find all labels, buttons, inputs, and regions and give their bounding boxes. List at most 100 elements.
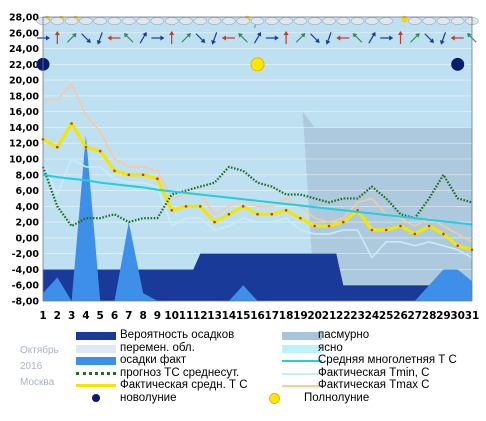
cloud-icon xyxy=(322,17,336,25)
wind-arrow-icon xyxy=(195,33,206,43)
weather-cloud-icon xyxy=(322,17,336,25)
y-tick-label: 20,00 xyxy=(9,76,39,87)
wind-arrow-icon xyxy=(410,33,420,43)
x-tick-label: 19 xyxy=(293,310,308,322)
wind-arrow-head xyxy=(467,33,472,38)
wind-arrow-head xyxy=(186,33,191,38)
wind-arrow-icon xyxy=(424,33,435,43)
wind-arrow-icon xyxy=(54,31,60,44)
y-tick-label: 24,00 xyxy=(9,44,39,55)
cloud-icon xyxy=(93,17,107,25)
weather-cloud-icon xyxy=(279,17,293,25)
weather-cloud-icon xyxy=(379,17,393,25)
x-tick-label: 7 xyxy=(125,310,132,322)
cloud-icon xyxy=(336,17,351,25)
wind-arrow-icon xyxy=(450,35,464,41)
wind-arrow-icon xyxy=(221,35,235,41)
weather-cloud-icon xyxy=(408,17,422,25)
x-tick-label: 15 xyxy=(236,310,251,322)
weather-cloud-icon xyxy=(179,17,193,25)
series-point xyxy=(270,212,274,216)
wind-arrow-head xyxy=(429,38,435,43)
cloud-icon xyxy=(265,17,279,25)
wind-arrow-head xyxy=(274,35,279,41)
series-point xyxy=(84,145,88,149)
weather-cloud-icon xyxy=(265,17,279,25)
cloud-icon xyxy=(365,17,379,25)
legend-label-new_moon: новолуние xyxy=(120,391,177,404)
x-tick-label: 20 xyxy=(307,310,322,322)
caption-city: Москва xyxy=(20,377,55,388)
cloud-icon xyxy=(250,17,265,25)
y-tick-label: 18,00 xyxy=(9,91,39,102)
wind-arrow-icon xyxy=(81,33,91,43)
legend-swatch-fact_tavg xyxy=(76,384,116,387)
weather-cloud-icon xyxy=(93,17,107,25)
wind-arrow-icon xyxy=(107,35,121,41)
wind-arrow-icon xyxy=(211,32,218,45)
weather-cloud-icon xyxy=(122,17,136,25)
cloud-icon xyxy=(207,17,222,25)
series-point xyxy=(384,228,388,232)
wind-arrow-icon xyxy=(295,33,306,43)
series-point xyxy=(284,208,288,212)
series-point xyxy=(227,212,231,216)
wind-arrow-icon xyxy=(310,33,320,43)
weather-cloud-icon xyxy=(450,17,465,25)
wind-arrow-icon xyxy=(440,32,447,45)
x-tick-label: 17 xyxy=(264,310,279,322)
cloud-icon xyxy=(193,17,208,25)
y-tick-label: 0,00 xyxy=(16,233,40,244)
plot-frame xyxy=(42,16,473,302)
legend-swatch-new_moon xyxy=(92,393,100,402)
x-tick-label: 3 xyxy=(68,310,75,322)
legend-swatch-norm_t xyxy=(282,360,322,362)
y-tick-label: -2,00 xyxy=(12,249,40,260)
series-point xyxy=(313,224,317,228)
cloud-icon xyxy=(222,17,236,25)
x-tick-label: 31 xyxy=(465,310,480,322)
cloud-icon xyxy=(164,17,179,25)
y-tick-label: -4,00 xyxy=(12,265,40,276)
wind-arrow-head xyxy=(325,39,331,45)
wind-arrow-head xyxy=(398,31,403,35)
wind-arrow-icon xyxy=(151,35,165,41)
legend-label-precip_prob: Вероятность осадков xyxy=(120,329,235,341)
series-point xyxy=(56,145,59,149)
new-moon-icon xyxy=(451,57,465,71)
x-tick-label: 13 xyxy=(207,310,222,322)
y-tick-label: -6,00 xyxy=(12,281,40,292)
wind-arrow-head xyxy=(96,39,102,45)
wind-arrow-icon xyxy=(265,35,279,41)
y-tick-label: 10,00 xyxy=(9,155,39,166)
x-tick-label: 8 xyxy=(139,310,146,322)
x-tick-label: 23 xyxy=(350,310,365,322)
wind-arrow-head xyxy=(352,33,358,38)
rain-icon xyxy=(254,24,256,29)
wind-arrow-head xyxy=(440,39,445,45)
wind-arrow-head xyxy=(450,35,455,41)
x-tick-label: 28 xyxy=(422,310,437,322)
cloud-icon xyxy=(107,17,122,25)
legend-swatch-precip_fact xyxy=(76,357,116,365)
cloud-icon xyxy=(307,17,322,25)
cloud-icon xyxy=(150,17,165,25)
series-point xyxy=(170,208,173,212)
y-tick-label: 8,00 xyxy=(16,170,40,181)
series-point xyxy=(241,205,245,208)
legend-label-fact_tmin: Фактическая Tmin, C xyxy=(318,366,430,379)
legend-swatch-fact_tmin xyxy=(282,372,322,375)
weather-cloud-icon xyxy=(336,17,351,25)
wind-arrow-icon xyxy=(238,33,248,43)
legend-label-norm_t: Средняя многолетняя Т С xyxy=(318,354,457,366)
weather-cloud-icon xyxy=(150,17,165,25)
series-point xyxy=(156,177,159,181)
wind-arrow-icon xyxy=(283,31,289,44)
cloud-icon xyxy=(379,17,393,25)
weather-cloud-icon xyxy=(79,17,93,25)
wind-arrow-head xyxy=(371,31,376,37)
wind-arrow-head xyxy=(221,35,226,41)
wind-arrow-head xyxy=(389,35,394,41)
series-point xyxy=(98,149,102,153)
series-point xyxy=(413,232,417,236)
